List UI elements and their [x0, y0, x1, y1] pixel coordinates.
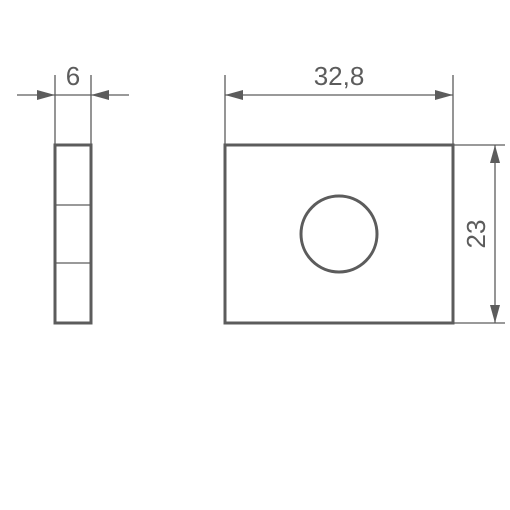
arrowhead	[91, 90, 109, 100]
dim-label-height: 23	[461, 220, 491, 249]
arrowhead	[490, 305, 500, 323]
front-view-outline	[225, 145, 453, 323]
dim-label-thickness: 6	[66, 61, 80, 91]
arrowhead	[225, 90, 243, 100]
arrowhead	[490, 145, 500, 163]
dim-label-width: 32,8	[314, 61, 365, 91]
side-view-outline	[55, 145, 91, 323]
front-view-hole	[301, 196, 377, 272]
arrowhead	[435, 90, 453, 100]
arrowhead	[37, 90, 55, 100]
technical-drawing: 6 32,8 23	[0, 0, 510, 510]
